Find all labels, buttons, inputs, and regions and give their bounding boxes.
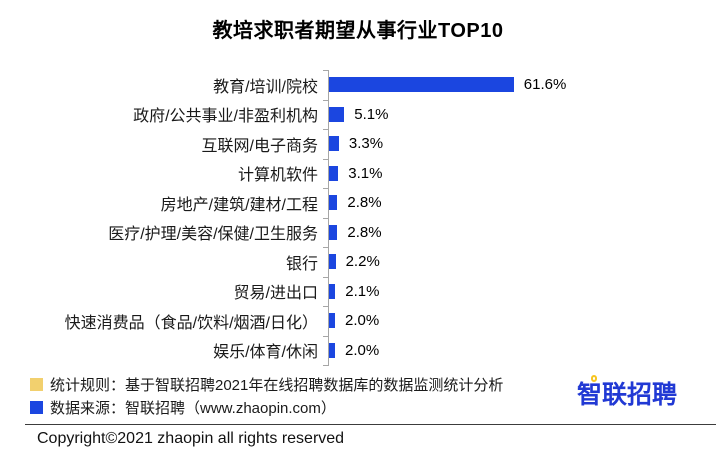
legend-item-data-source: 数据来源：智联招聘（www.zhaopin.com） xyxy=(30,397,503,419)
logo-text-wrap: 智联招聘 xyxy=(577,375,677,411)
value-label: 3.3% xyxy=(348,135,384,153)
axis-tick xyxy=(323,247,329,248)
bar xyxy=(329,165,339,181)
value-label: 2.1% xyxy=(345,282,380,300)
bar-area: 3.3% xyxy=(323,129,708,159)
zhaopin-logo: 智联招聘 xyxy=(577,375,677,411)
chart-row: 互联网/电子商务 3.3% xyxy=(18,129,708,159)
axis-tick xyxy=(323,335,329,337)
chart-row: 计算机软件 3.1% xyxy=(18,158,708,188)
legend-text: 数据来源：智联招聘（www.zhaopin.com） xyxy=(50,399,336,417)
bar-area: 2.0% xyxy=(323,335,708,366)
footer-notes: 统计规则：基于智联招聘2021年在线招聘数据库的数据监测统计分析 数据来源：智联… xyxy=(30,374,503,418)
category-label: 计算机软件 xyxy=(237,167,318,185)
bar xyxy=(329,77,514,93)
category-label: 互联网/电子商务 xyxy=(201,137,318,155)
bar xyxy=(329,106,345,122)
footer-divider xyxy=(25,424,716,425)
chart-row: 银行 2.2% xyxy=(18,247,708,277)
bar xyxy=(329,195,338,211)
axis-tick xyxy=(323,129,329,130)
category-label: 银行 xyxy=(285,255,318,273)
axis-tick xyxy=(323,276,329,278)
bar-area: 3.1% xyxy=(323,158,708,188)
legend-text: 统计规则：基于智联招聘2021年在线招聘数据库的数据监测统计分析 xyxy=(50,377,504,395)
blue-legend-swatch xyxy=(30,400,43,414)
logo-yellow-accent-icon xyxy=(591,375,597,382)
bar-area: 2.8% xyxy=(323,188,708,218)
chart-row: 政府/公共事业/非盈利机构 5.1% xyxy=(18,99,708,129)
chart-row: 娱乐/体育/休闲 2.0% xyxy=(18,335,708,366)
bar xyxy=(329,136,339,152)
category-label: 政府/公共事业/非盈利机构 xyxy=(133,108,318,126)
axis-tick xyxy=(323,306,329,307)
category-label: 娱乐/体育/休闲 xyxy=(213,344,318,362)
category-label: 医疗/护理/美容/保健/卫生服务 xyxy=(108,226,318,244)
value-label: 61.6% xyxy=(523,76,567,94)
chart-title: 教培求职者期望从事行业TOP10 xyxy=(212,20,504,42)
value-label: 2.2% xyxy=(345,253,380,271)
value-label: 5.1% xyxy=(354,105,389,123)
copyright-text: Copyright©2021 zhaopin all rights reserv… xyxy=(37,430,345,447)
category-label: 快速消费品（食品/饮料/烟酒/日化） xyxy=(64,314,318,332)
bar xyxy=(329,342,335,358)
axis-tick xyxy=(323,217,329,219)
value-label: 2.8% xyxy=(347,194,382,212)
chart-row: 快速消费品（食品/饮料/烟酒/日化） 2.0% xyxy=(18,306,708,336)
bar xyxy=(329,224,338,240)
chart-row: 教育/培训/院校 61.6% xyxy=(18,70,708,100)
chart-row: 房地产/建筑/建材/工程 2.8% xyxy=(18,188,708,218)
value-label: 3.1% xyxy=(348,164,383,182)
bar-area: 2.8% xyxy=(323,217,708,247)
yellow-legend-swatch xyxy=(30,378,43,392)
bar-chart: 教育/培训/院校 61.6% 政府/公共事业/非盈利机构 5.1% 互联网/电子商务 3.… xyxy=(18,70,708,366)
value-label: 2.8% xyxy=(347,223,382,241)
category-label: 贸易/进出口 xyxy=(233,285,318,303)
bar-area: 61.6% xyxy=(323,70,708,100)
bar-area: 2.2% xyxy=(323,247,708,277)
bar-area: 2.1% xyxy=(323,276,708,306)
logo-text: 智联招聘 xyxy=(577,381,678,409)
bar-area: 5.1% xyxy=(323,99,708,129)
bar xyxy=(329,283,336,299)
category-label: 房地产/建筑/建材/工程 xyxy=(160,196,318,214)
bar xyxy=(329,254,336,270)
axis-tick xyxy=(323,158,329,160)
value-label: 2.0% xyxy=(345,341,380,359)
axis-tick xyxy=(323,365,329,366)
bar-area: 2.0% xyxy=(323,306,708,336)
axis-tick xyxy=(323,70,329,71)
bar xyxy=(329,313,335,329)
value-label: 2.0% xyxy=(345,312,380,330)
category-label: 教育/培训/院校 xyxy=(213,78,318,96)
axis-tick xyxy=(323,99,329,101)
chart-row: 医疗/护理/美容/保健/卫生服务 2.8% xyxy=(18,217,708,247)
legend-item-stat-rule: 统计规则：基于智联招聘2021年在线招聘数据库的数据监测统计分析 xyxy=(30,374,503,396)
chart-row: 贸易/进出口 2.1% xyxy=(18,276,708,306)
axis-tick xyxy=(323,188,329,189)
